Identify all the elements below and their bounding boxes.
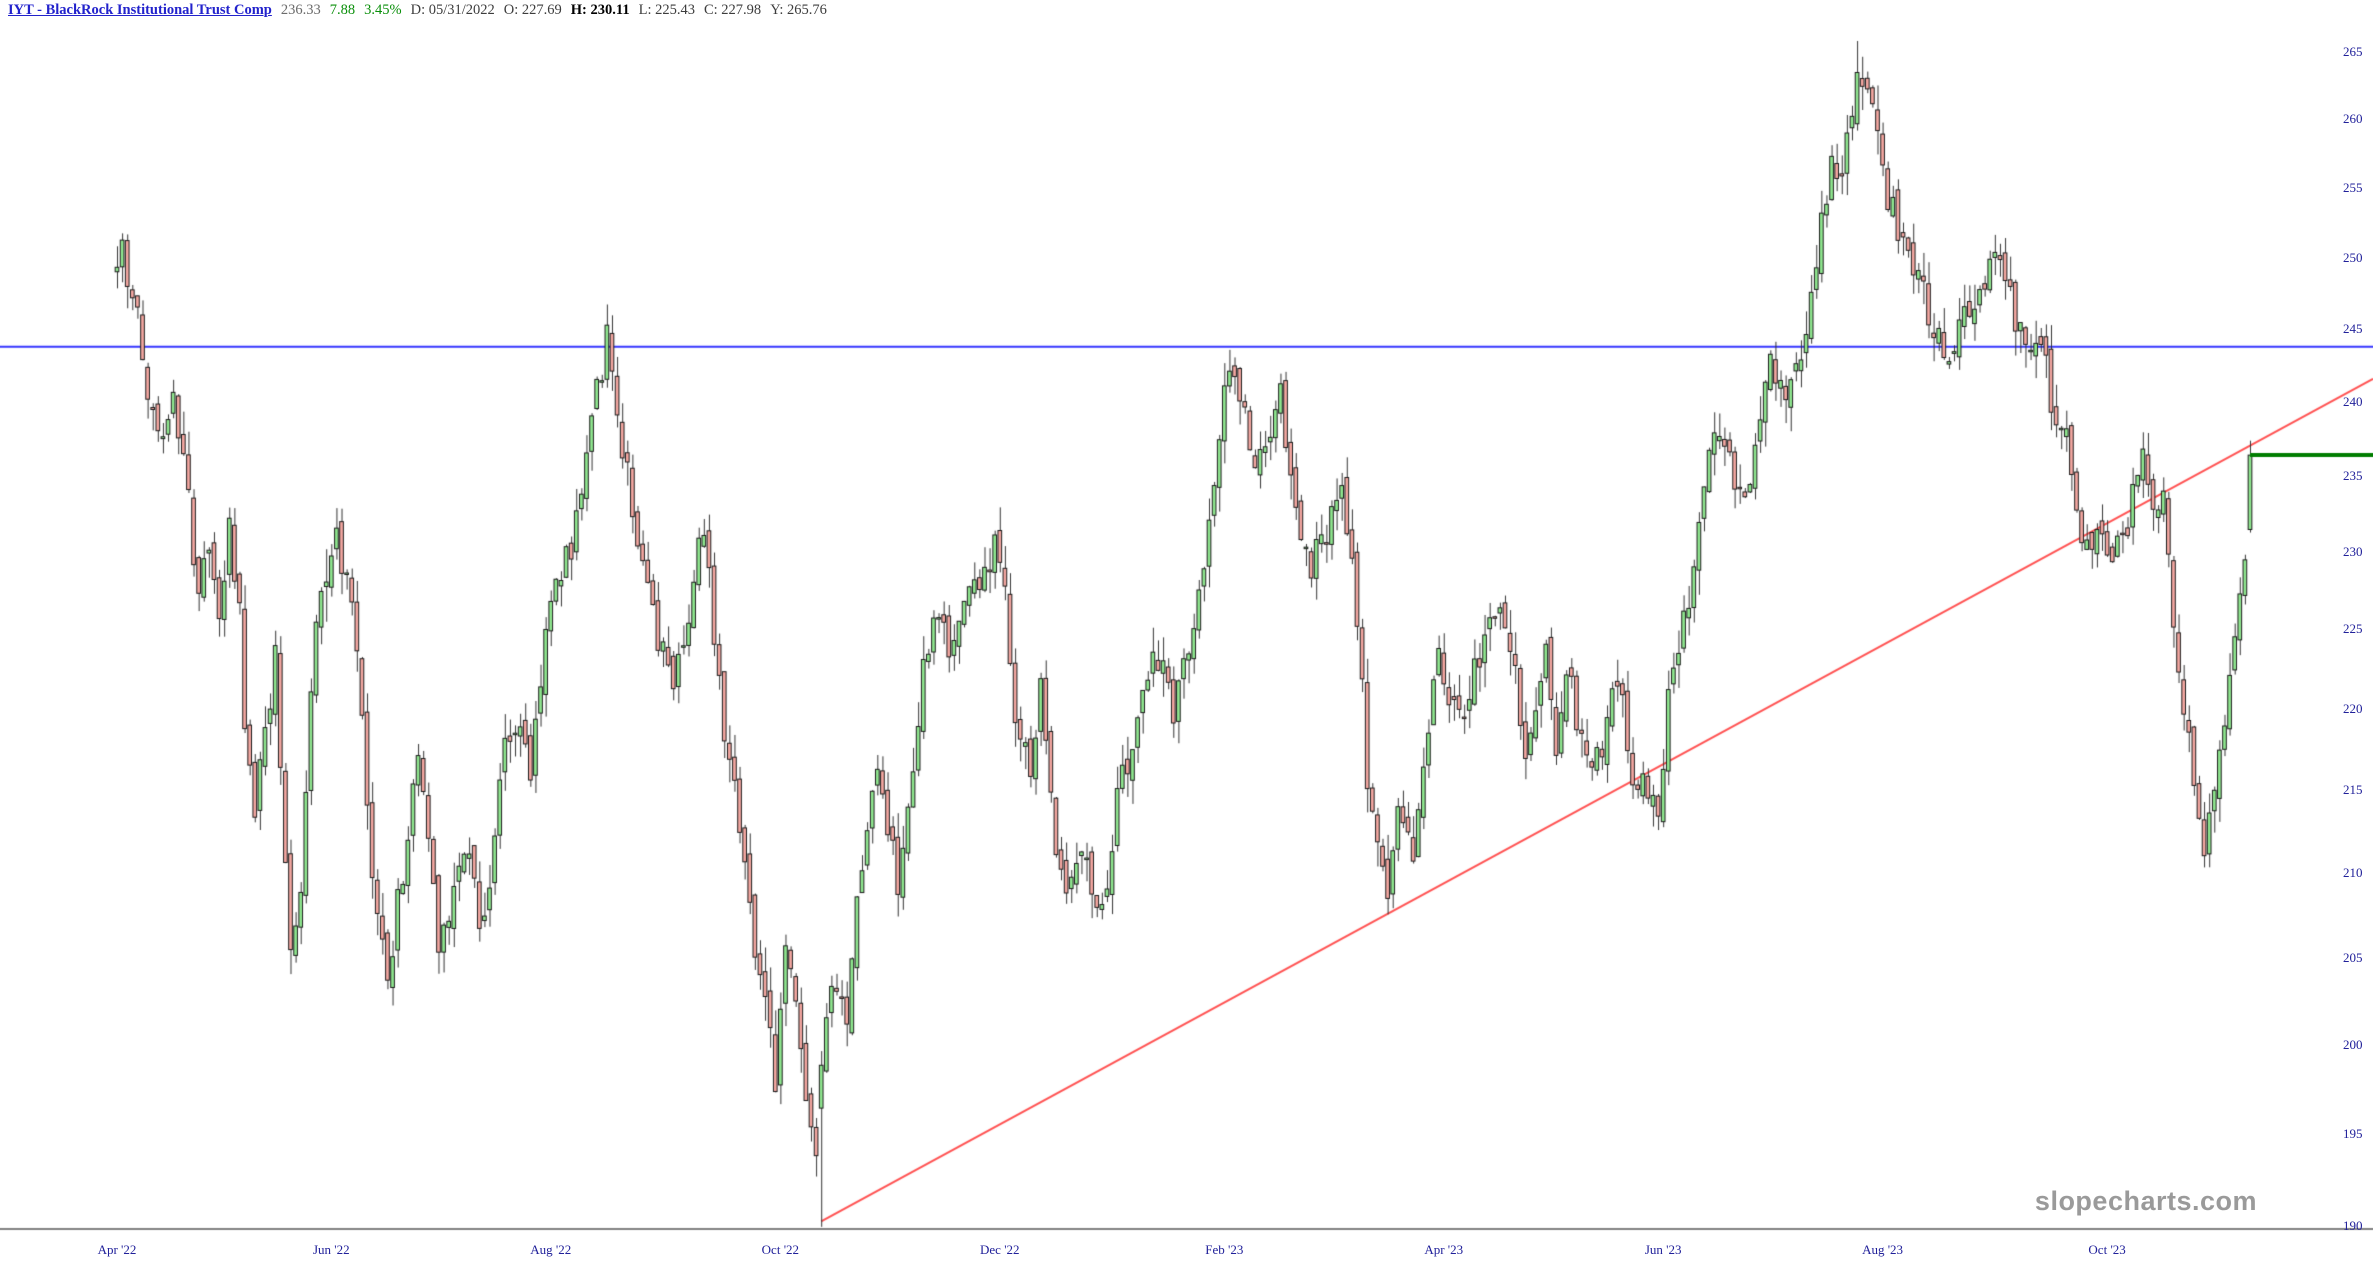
- y-axis-tick-label: 245: [2343, 321, 2363, 336]
- quote-field: O: 227.69: [503, 2, 562, 18]
- x-axis-month-label: Apr '22: [97, 1242, 137, 1257]
- quote-field: L: 225.43: [638, 2, 695, 18]
- y-axis-tick-label: 195: [2343, 1126, 2363, 1142]
- x-axis-month-label: Oct '22: [761, 1242, 800, 1257]
- y-axis-tick-label: 260: [2343, 111, 2363, 127]
- quote-field: H: 230.11: [570, 2, 630, 18]
- y-axis-tick-label: 215: [2343, 781, 2363, 797]
- y-axis-tick-label: 190: [2343, 1218, 2363, 1233]
- price-change-pct: 3.45%: [364, 2, 402, 18]
- y-axis-tick-label: 230: [2343, 543, 2363, 559]
- y-axis-tick-label: 240: [2343, 393, 2363, 409]
- y-axis-tick-label: 200: [2343, 1037, 2363, 1053]
- y-axis-tick-label: 250: [2343, 249, 2363, 265]
- quote-field: Y: 265.76: [770, 2, 827, 18]
- price-change: 7.88: [329, 2, 356, 18]
- y-axis-tick-label: 225: [2343, 621, 2363, 637]
- quote-header: IYT - BlackRock Institutional Trust Comp…: [8, 2, 827, 20]
- y-axis-tick-label: 255: [2343, 179, 2363, 195]
- x-axis-month-label: Aug '22: [530, 1242, 572, 1257]
- x-axis-month-label: Feb '23: [1205, 1242, 1244, 1257]
- last-price: 236.33: [280, 2, 321, 18]
- y-axis-tick-label: 205: [2343, 949, 2363, 965]
- y-axis-tick-label: 265: [2343, 44, 2363, 60]
- x-axis-month-label: Oct '23: [2088, 1242, 2126, 1257]
- x-axis-month-label: Jun '23: [1644, 1242, 1682, 1257]
- symbol-title-link[interactable]: IYT - BlackRock Institutional Trust Comp: [8, 2, 272, 18]
- y-axis-tick-label: 210: [2343, 864, 2363, 880]
- quote-field: D: 05/31/2022: [410, 2, 495, 18]
- ohlc-fields: D: 05/31/2022 O: 227.69 H: 230.11 L: 225.43…: [402, 2, 827, 18]
- quote-field: C: 227.98: [703, 2, 762, 18]
- x-axis-month-label: Aug '23: [1862, 1242, 1904, 1257]
- y-axis-tick-label: 235: [2343, 468, 2363, 484]
- x-axis-month-label: Dec '22: [980, 1242, 1020, 1257]
- y-axis-tick-label: 220: [2343, 700, 2363, 716]
- x-axis-month-label: Jun '22: [312, 1242, 350, 1257]
- watermark: slopecharts.com: [2034, 1186, 2257, 1216]
- x-axis-month-label: Apr '23: [1424, 1242, 1464, 1257]
